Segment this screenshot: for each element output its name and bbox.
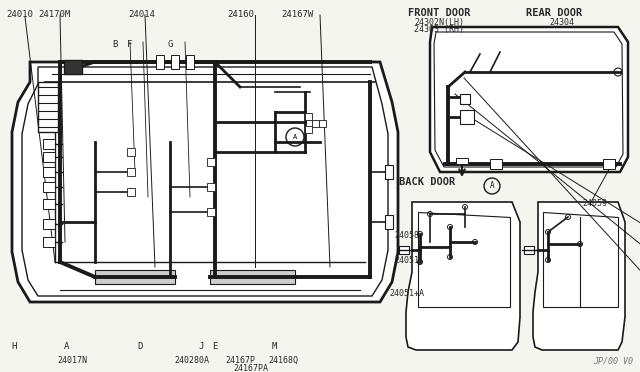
Text: FRONT DOOR: FRONT DOOR [408, 8, 471, 18]
Text: 24302N(LH): 24302N(LH) [414, 18, 464, 27]
Bar [305, 126, 312, 133]
Bar [305, 113, 312, 120]
Bar [207, 208, 215, 216]
Polygon shape [430, 27, 628, 172]
Text: J: J [198, 342, 204, 351]
Bar [43, 139, 55, 149]
Polygon shape [533, 202, 625, 350]
Text: F: F [127, 40, 132, 49]
Bar [385, 165, 393, 179]
Text: 240280A: 240280A [174, 356, 209, 365]
Bar [399, 246, 409, 254]
Bar [603, 159, 615, 169]
Text: 24304: 24304 [549, 18, 574, 27]
Text: H: H [12, 342, 17, 351]
Bar [43, 182, 55, 192]
Text: 24051+A: 24051+A [389, 289, 424, 298]
Text: B: B [112, 40, 117, 49]
Bar [43, 199, 55, 209]
Text: 24059: 24059 [582, 199, 607, 208]
Text: 24303 (RH): 24303 (RH) [414, 25, 464, 33]
Text: G: G [168, 40, 173, 49]
Polygon shape [406, 202, 520, 350]
Bar [312, 120, 319, 127]
Bar [127, 168, 135, 176]
Text: BACK DOOR: BACK DOOR [399, 177, 456, 187]
Polygon shape [418, 212, 510, 307]
Bar [490, 159, 502, 169]
Bar [207, 183, 215, 191]
Text: 24058: 24058 [395, 231, 420, 240]
Bar [43, 167, 55, 177]
Text: 24167P: 24167P [225, 356, 255, 365]
Bar [207, 158, 215, 166]
Bar [64, 60, 82, 74]
Text: 24168Q: 24168Q [269, 356, 299, 365]
Bar [171, 55, 179, 69]
Bar [127, 188, 135, 196]
Text: A: A [490, 182, 494, 190]
Text: D: D [138, 342, 143, 351]
Bar [524, 246, 534, 254]
Bar [43, 219, 55, 229]
Bar [210, 270, 295, 284]
Bar [43, 152, 55, 162]
Text: JP/00 V0: JP/00 V0 [594, 356, 634, 365]
Bar [460, 110, 474, 124]
Bar [385, 215, 393, 229]
Text: 24014: 24014 [128, 10, 155, 19]
Bar [43, 237, 55, 247]
Polygon shape [543, 212, 618, 307]
Text: 24160: 24160 [227, 10, 254, 19]
Text: A: A [293, 134, 297, 140]
Bar [156, 55, 164, 69]
Text: M: M [272, 342, 277, 351]
Bar [319, 120, 326, 127]
Text: REAR DOOR: REAR DOOR [526, 8, 582, 18]
Bar [456, 158, 468, 164]
Text: 24170M: 24170M [38, 10, 70, 19]
Text: 24010: 24010 [6, 10, 33, 19]
Text: 24017N: 24017N [58, 356, 88, 365]
Bar [38, 82, 58, 132]
Bar [95, 270, 175, 284]
Text: A: A [64, 342, 69, 351]
Bar [460, 94, 470, 104]
Text: E: E [212, 342, 218, 351]
Text: 24167W: 24167W [282, 10, 314, 19]
Text: 24051: 24051 [395, 256, 420, 265]
Polygon shape [12, 62, 398, 302]
Bar [127, 148, 135, 156]
Text: 24167PA: 24167PA [234, 364, 269, 372]
Bar [186, 55, 194, 69]
